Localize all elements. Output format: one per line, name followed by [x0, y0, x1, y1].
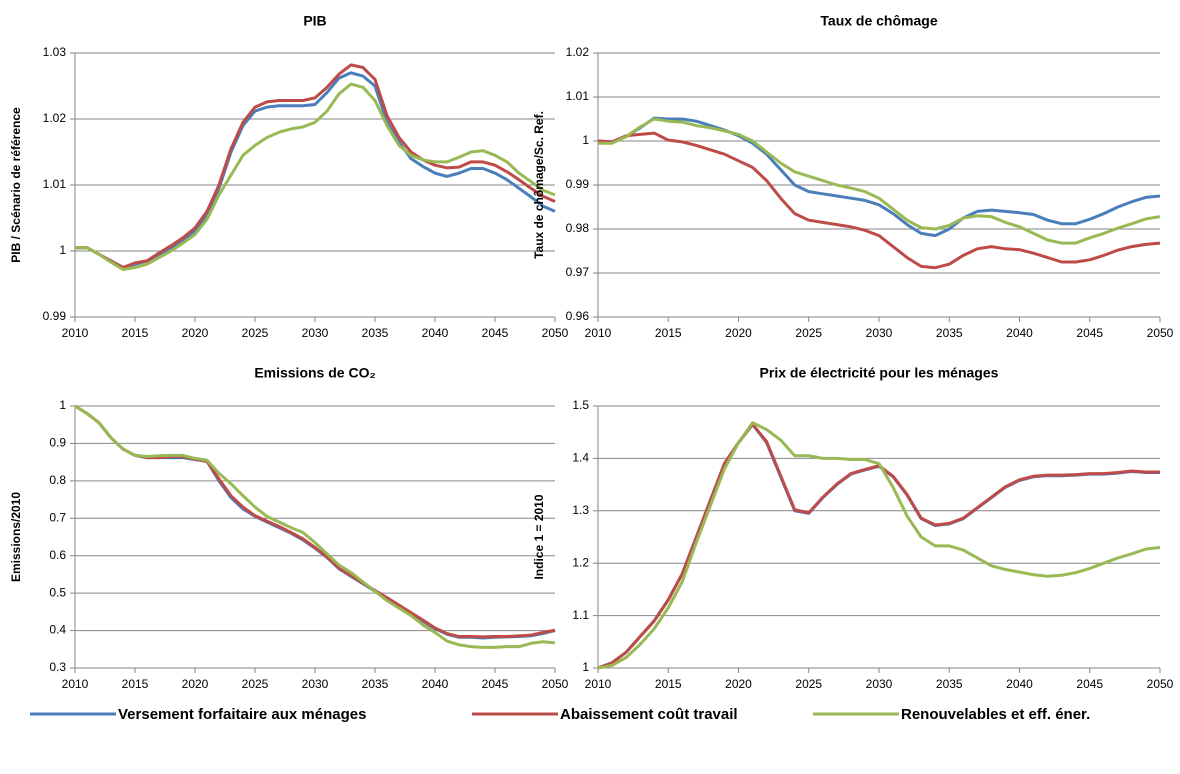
y-tick-label: 0.96	[566, 309, 590, 323]
x-tick-label: 2020	[182, 326, 209, 340]
series-line	[597, 422, 1160, 670]
y-tick-label: 1	[582, 133, 589, 147]
y-tick-label: 0.7	[49, 510, 66, 524]
y-tick-label: 1.02	[566, 45, 590, 59]
y-tick-label: 0.6	[49, 548, 66, 562]
y-tick-label: 0.97	[566, 265, 590, 279]
x-tick-label: 2020	[182, 677, 209, 691]
x-tick-label: 2040	[1006, 326, 1033, 340]
series-line	[74, 404, 556, 640]
x-tick-label: 2025	[795, 326, 822, 340]
series-line	[597, 422, 1160, 670]
x-tick-label: 2040	[422, 326, 449, 340]
x-tick-label: 2050	[1147, 677, 1174, 691]
x-tick-label: 2045	[482, 326, 509, 340]
x-tick-label: 2015	[655, 326, 682, 340]
legend-label: Abaissement coût travail	[560, 706, 738, 723]
series-line	[74, 404, 556, 639]
y-tick-label: 0.99	[566, 177, 590, 191]
y-tick-label: 1.2	[572, 555, 589, 569]
x-tick-label: 2025	[242, 326, 269, 340]
x-tick-label: 2030	[302, 677, 329, 691]
x-tick-label: 2030	[866, 326, 893, 340]
x-tick-label: 2045	[1076, 326, 1103, 340]
series-line	[74, 404, 556, 649]
y-tick-label: 0.8	[49, 473, 66, 487]
x-tick-label: 2050	[542, 677, 569, 691]
series-line	[597, 116, 1161, 238]
x-tick-label: 2050	[542, 326, 569, 340]
x-tick-label: 2035	[362, 326, 389, 340]
legend-label: Renouvelables et eff. éner.	[901, 706, 1090, 723]
series-line	[597, 131, 1161, 270]
y-tick-label: 1.01	[43, 177, 67, 191]
y-axis-label: PIB / Scénario de référence	[9, 107, 23, 263]
y-axis-label: Emissions/2010	[9, 492, 23, 582]
y-tick-label: 0.99	[43, 309, 67, 323]
y-tick-label: 1.03	[43, 45, 67, 59]
series-line	[75, 63, 556, 269]
y-axis-label: Indice 1 = 2010	[532, 494, 546, 579]
y-tick-label: 0.9	[49, 436, 66, 450]
x-tick-label: 2040	[1006, 677, 1033, 691]
series-line	[597, 421, 1161, 670]
legend-label: Versement forfaitaire aux ménages	[118, 706, 366, 723]
x-tick-label: 2025	[242, 677, 269, 691]
series-line	[75, 82, 556, 271]
x-tick-label: 2015	[122, 326, 149, 340]
x-tick-label: 2035	[936, 677, 963, 691]
x-tick-label: 2010	[62, 677, 89, 691]
x-tick-label: 2030	[866, 677, 893, 691]
y-tick-label: 0.4	[49, 623, 66, 637]
series-line	[598, 117, 1161, 245]
x-tick-label: 2050	[1147, 326, 1174, 340]
chart-title: Emissions de CO₂	[254, 365, 375, 381]
y-tick-label: 1	[59, 243, 66, 257]
x-tick-label: 2010	[62, 326, 89, 340]
x-tick-label: 2025	[795, 677, 822, 691]
x-tick-label: 2010	[585, 677, 612, 691]
series-line	[75, 71, 556, 269]
x-tick-label: 2010	[585, 326, 612, 340]
x-tick-label: 2030	[302, 326, 329, 340]
x-tick-label: 2045	[482, 677, 509, 691]
chart-title: Taux de chômage	[820, 13, 937, 29]
x-tick-label: 2020	[725, 326, 752, 340]
x-tick-label: 2035	[362, 677, 389, 691]
chart-title: PIB	[303, 13, 326, 29]
y-tick-label: 1.1	[572, 608, 589, 622]
y-tick-label: 0.98	[566, 221, 590, 235]
y-tick-label: 1.01	[566, 89, 590, 103]
x-tick-label: 2035	[936, 326, 963, 340]
y-tick-label: 0.5	[49, 585, 66, 599]
y-tick-label: 1	[59, 398, 66, 412]
x-tick-label: 2045	[1076, 677, 1103, 691]
y-tick-label: 1	[582, 660, 589, 674]
x-tick-label: 2015	[122, 677, 149, 691]
x-tick-label: 2015	[655, 677, 682, 691]
y-tick-label: 1.02	[43, 111, 67, 125]
y-tick-label: 0.3	[49, 660, 66, 674]
x-tick-label: 2020	[725, 677, 752, 691]
x-tick-label: 2040	[422, 677, 449, 691]
y-axis-label: Taux de chômage/Sc. Ref.	[532, 111, 546, 259]
y-tick-label: 1.4	[572, 451, 589, 465]
y-tick-label: 1.3	[572, 503, 589, 517]
y-tick-label: 1.5	[572, 398, 589, 412]
chart-title: Prix de électricité pour les ménages	[760, 365, 999, 381]
